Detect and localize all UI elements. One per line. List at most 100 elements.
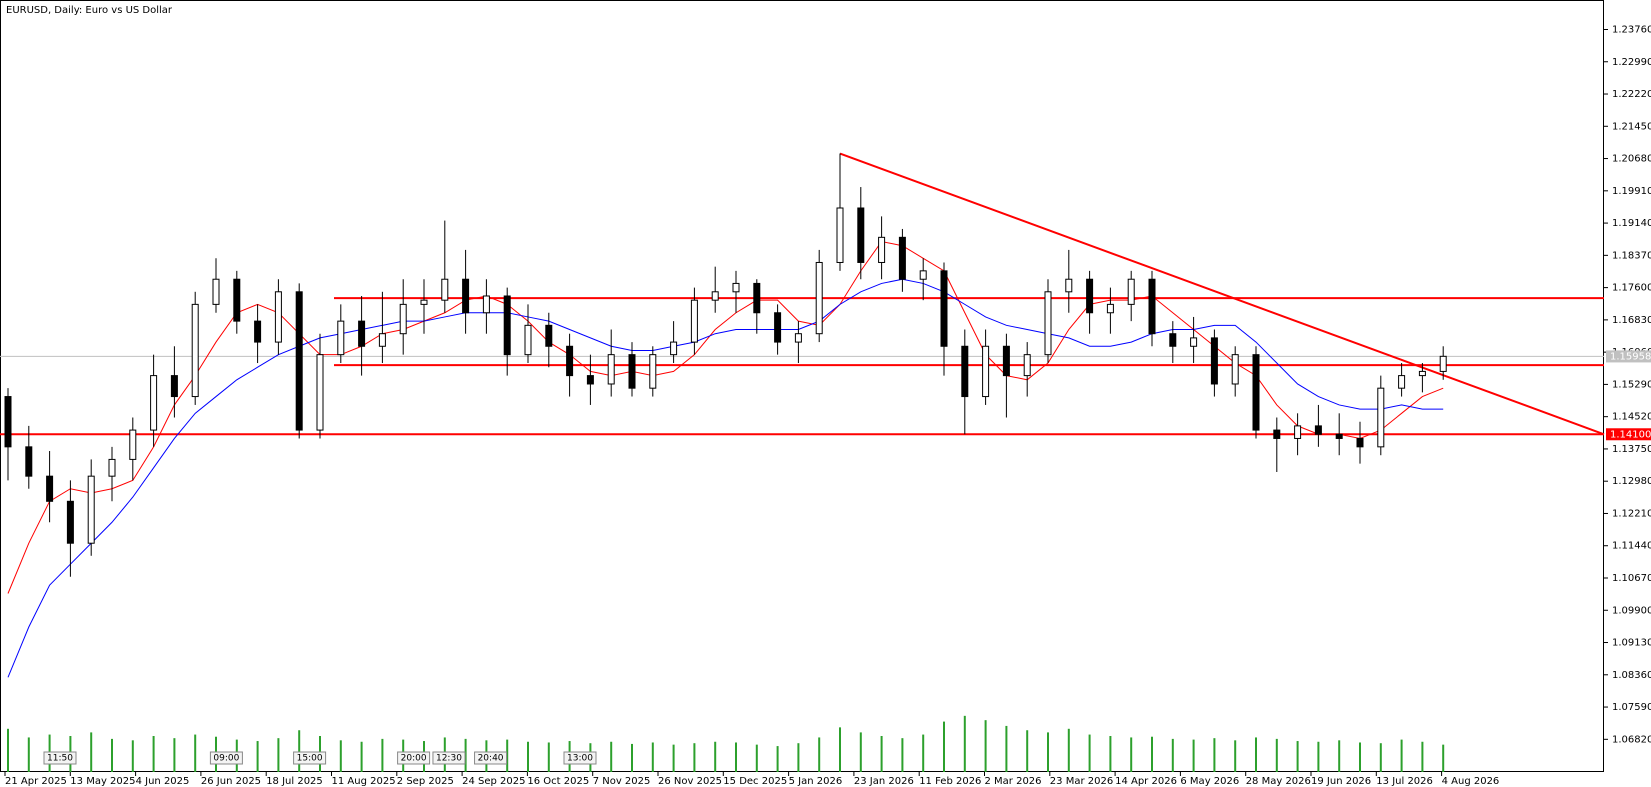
candle-body [878,236,886,263]
volume-bar [818,737,821,772]
moving-average [7,240,1444,594]
candle-body [919,270,927,280]
volume-bar [672,744,675,772]
candle-body [1377,387,1385,448]
candle-body [66,500,74,544]
volume-bar [111,738,113,772]
volume-bar [131,740,134,772]
candle-body [1169,333,1177,347]
candle-body [774,312,782,343]
volume-bar [1255,737,1257,772]
volume-bar [776,746,779,772]
candle-body [1127,278,1135,305]
candle-body [607,354,615,385]
candle-body [191,303,199,398]
event-label: 20:40 [478,754,504,764]
x-tick-label: 18 Jul 2025 [266,776,323,787]
candle-body [982,345,990,398]
candle-body [25,446,33,477]
y-tick-label: 1.22220 [1612,89,1651,100]
candle-body [1335,433,1343,439]
candle-body [1398,375,1406,389]
volume-bar [963,715,966,772]
candle-body [732,282,740,293]
volume-bar [381,738,384,772]
volume-bar [839,727,841,772]
plot-frame [0,0,1604,772]
x-tick-label: 19 Jun 2026 [1311,776,1371,787]
volume-bar [1234,740,1237,772]
candle-body [1086,278,1094,314]
volume-bar [527,741,529,772]
candle-body [462,278,470,314]
volume-bar [610,741,613,772]
volume-bar [1151,736,1153,772]
volume-bar [27,737,30,772]
candle-body [566,345,574,377]
event-label: 09:00 [213,754,239,764]
level-label: 1.14100 [1610,429,1651,440]
y-tick-label: 1.06820 [1612,734,1651,745]
y-tick-label: 1.23760 [1612,24,1651,35]
y-tick-label: 1.14520 [1612,412,1651,423]
x-tick-label: 16 Oct 2025 [527,776,589,787]
volume-bar [7,728,9,772]
volume-bar [1400,739,1403,772]
candle-body [87,475,95,544]
candle-body [295,291,303,431]
volume-bar [714,741,717,772]
candle-body [399,303,407,335]
bid-label-box [1606,350,1651,363]
x-tick-label: 11 Aug 2025 [332,776,396,787]
volume-bar [256,741,259,772]
volume-bar [1088,734,1091,772]
volume-bar [464,738,467,772]
candle-body [940,270,948,347]
candle-body [670,341,678,356]
event-box [397,751,431,765]
y-tick-label: 1.12210 [1612,508,1651,519]
x-tick-label: 28 May 2026 [1246,776,1311,787]
candle-body [1314,425,1322,435]
volume-bar [1421,741,1424,772]
candle-body [711,291,719,301]
candle-body [1106,303,1114,314]
volume-bar [90,732,93,772]
y-tick-label: 1.20680 [1612,154,1651,165]
volume-bar [1359,742,1361,772]
candle-body [337,320,345,356]
candle-body [233,278,241,322]
candle-body [1418,370,1426,377]
chart-title: EURUSD, Daily: Euro vs US Dollar [6,5,173,16]
volume-bar [1317,741,1320,772]
volume-bar [1005,725,1008,772]
volume-bar [901,738,904,772]
x-tick-label: 6 May 2026 [1180,776,1239,787]
candle-body [1439,355,1447,372]
volume-bar [859,732,862,772]
candle-body [836,207,844,263]
event-box [474,751,508,765]
candle-body [1294,425,1302,439]
x-tick-label: 26 Nov 2025 [658,776,722,787]
x-tick-label: 24 Sep 2025 [462,776,525,787]
candle-body [274,291,282,343]
volume-bar [755,744,758,772]
volume-bar [1067,728,1070,772]
event-label: 12:30 [436,754,462,764]
volume-bar [1296,741,1299,772]
volume-bar [880,736,883,772]
event-box [209,751,243,765]
x-tick-label: 13 Jul 2026 [1376,776,1433,787]
event-box [43,751,77,765]
volume-bar [1047,732,1049,772]
y-tick-label: 1.11440 [1612,541,1651,552]
volume-bar [797,743,800,772]
y-tick-label: 1.22990 [1612,57,1651,68]
y-tick-label: 1.21450 [1612,121,1651,132]
volume-bar [1171,738,1174,772]
candle-body [420,299,428,305]
volume-bar [943,721,945,772]
candle-body [170,375,178,398]
